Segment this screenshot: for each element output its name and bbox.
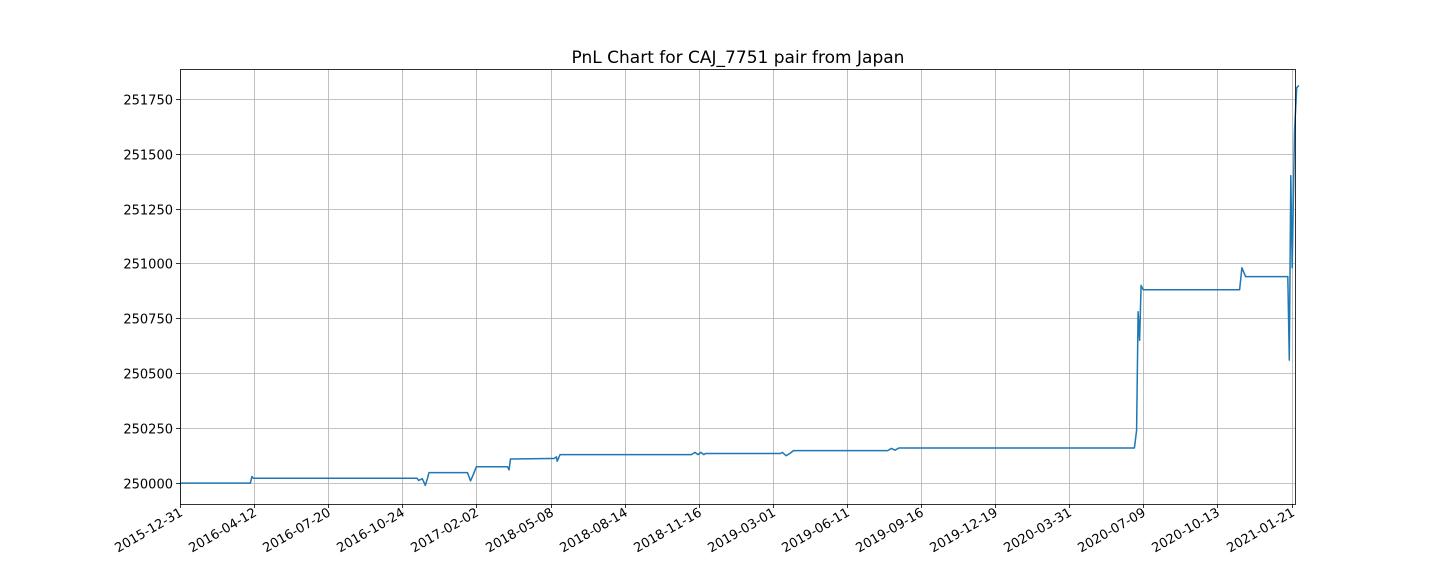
x-tick-label: 2020-10-13	[1150, 505, 1223, 556]
x-tick-label: 2018-08-14	[558, 505, 631, 556]
y-tick-label: 251250	[123, 204, 173, 219]
x-tick-label: 2018-11-16	[632, 505, 705, 556]
y-tick-label: 250750	[123, 313, 173, 328]
y-tick-label: 251750	[123, 94, 173, 109]
x-tick-label: 2020-03-31	[1002, 505, 1075, 556]
x-tick-label: 2018-05-08	[484, 505, 557, 556]
x-tick-label: 2016-07-20	[261, 505, 334, 556]
grid-lines	[180, 69, 1295, 504]
y-tick-label: 250250	[123, 423, 173, 438]
x-tick-label: 2021-01-21	[1225, 505, 1298, 556]
y-axis: 250000 250250 250500 250750 251000 251250 2515…	[123, 94, 180, 493]
plot-frame	[180, 69, 1296, 505]
x-tick-label: 2017-02-02	[409, 505, 482, 556]
y-tick-label: 250500	[123, 368, 173, 383]
x-tick-label: 2019-12-19	[928, 505, 1001, 556]
x-tick-label: 2015-12-31	[113, 505, 186, 556]
y-tick-label: 250000	[123, 478, 173, 493]
chart-title: PnL Chart for CAJ_7751 pair from Japan	[572, 48, 905, 68]
y-tick-label: 251500	[123, 149, 173, 164]
x-tick-label: 2016-10-24	[335, 505, 408, 556]
pnl-series-line	[180, 84, 1300, 487]
x-tick-label: 2019-09-16	[854, 505, 927, 556]
x-tick-label: 2016-04-12	[187, 505, 260, 556]
x-tick-label: 2019-06-11	[780, 505, 853, 556]
x-tick-label: 2020-07-09	[1076, 505, 1149, 556]
series-layer	[180, 84, 1300, 487]
y-tick-label: 251000	[123, 258, 173, 273]
x-axis: 2015-12-31 2016-04-12 2016-07-20 2016-10-24…	[113, 504, 1298, 556]
x-tick-label: 2019-03-01	[706, 505, 779, 556]
